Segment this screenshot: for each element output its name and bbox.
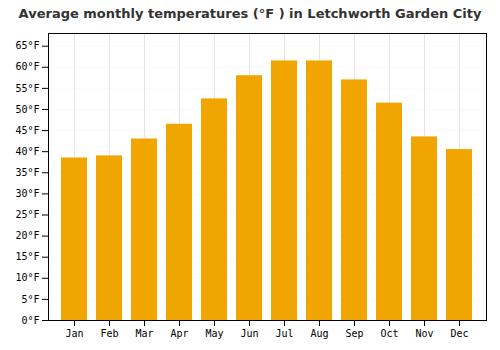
svg-text:Jul: Jul [275, 328, 293, 339]
svg-text:55°F: 55°F [15, 83, 39, 94]
svg-text:65°F: 65°F [15, 40, 39, 51]
html-text:Average monthly temperatures (: Average monthly temperatures (°F ) in Le… [18, 6, 482, 21]
svg-text:15°F: 15°F [15, 251, 39, 262]
svg-text:Aug: Aug [310, 328, 328, 339]
svg-text:60°F: 60°F [15, 61, 39, 72]
svg-text:5°F: 5°F [21, 294, 39, 305]
svg-text:25°F: 25°F [15, 209, 39, 220]
svg-text:Jan: Jan [65, 328, 83, 339]
svg-text:Mar: Mar [135, 328, 153, 339]
svg-text:May: May [205, 328, 223, 339]
svg-text:Sep: Sep [345, 328, 363, 339]
svg-text:Feb: Feb [100, 328, 118, 339]
svg-text:Jun: Jun [240, 328, 258, 339]
svg-text:Nov: Nov [415, 328, 433, 339]
svg-text:0°F: 0°F [21, 315, 39, 326]
svg-text:40°F: 40°F [15, 146, 39, 157]
svg-text:45°F: 45°F [15, 125, 39, 136]
svg-text:50°F: 50°F [15, 104, 39, 115]
svg-text:Apr: Apr [170, 328, 188, 339]
svg-text:30°F: 30°F [15, 188, 39, 199]
svg-text:10°F: 10°F [15, 272, 39, 283]
svg-text:20°F: 20°F [15, 230, 39, 241]
svg-text:35°F: 35°F [15, 167, 39, 178]
svg-text:Dec: Dec [450, 328, 468, 339]
svg-text:Oct: Oct [380, 328, 398, 339]
